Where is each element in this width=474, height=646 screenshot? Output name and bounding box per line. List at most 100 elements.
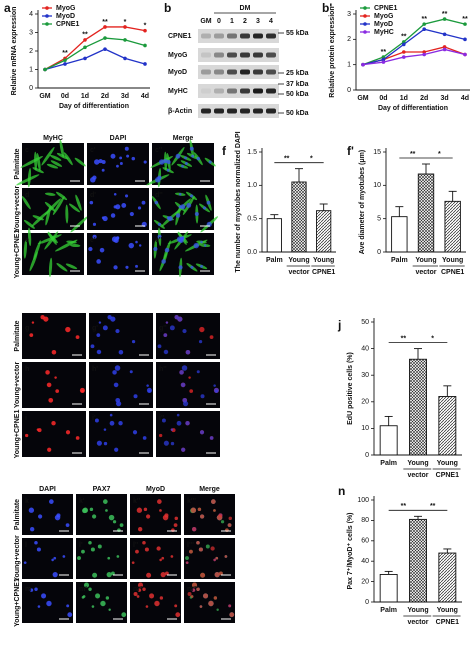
signal bbox=[23, 239, 28, 259]
micrograph bbox=[76, 538, 127, 579]
micrograph bbox=[22, 362, 86, 408]
series-line bbox=[44, 26, 146, 71]
signal bbox=[229, 612, 235, 618]
y-tick-label: 10 bbox=[373, 182, 381, 189]
signal bbox=[27, 227, 32, 247]
blot-strip bbox=[198, 104, 279, 118]
signal bbox=[31, 210, 49, 227]
signal bbox=[198, 339, 203, 344]
signal bbox=[189, 549, 193, 554]
signal bbox=[165, 321, 169, 324]
data-point bbox=[143, 28, 147, 33]
signal bbox=[213, 384, 216, 387]
signal bbox=[227, 523, 232, 527]
panel-label: d'' bbox=[155, 192, 163, 199]
x-tick-label: 4d bbox=[461, 95, 469, 102]
signal bbox=[37, 234, 62, 245]
signal bbox=[107, 315, 112, 320]
data-point bbox=[123, 25, 127, 29]
signal bbox=[110, 153, 116, 159]
panel-label: c bbox=[25, 147, 29, 154]
signal bbox=[51, 558, 54, 562]
data-point bbox=[422, 22, 427, 26]
x-tick-label: Palm bbox=[380, 460, 397, 467]
blot-strip bbox=[198, 48, 279, 62]
signal bbox=[180, 204, 186, 210]
y-axis-label: Pax 7⁺/MyoD⁺ cells (%) bbox=[347, 512, 354, 589]
signal bbox=[159, 159, 165, 165]
blot-band bbox=[240, 69, 250, 75]
blot-band bbox=[240, 88, 250, 94]
bar bbox=[316, 210, 332, 253]
signal bbox=[126, 154, 130, 158]
signal bbox=[121, 203, 127, 208]
signal bbox=[214, 572, 220, 578]
data-point bbox=[402, 50, 406, 54]
signal bbox=[88, 541, 92, 545]
panel-letter: b' bbox=[322, 1, 332, 15]
signal bbox=[200, 264, 203, 268]
signal bbox=[36, 547, 41, 552]
data-point bbox=[361, 62, 365, 67]
signal bbox=[185, 420, 190, 426]
data-point bbox=[442, 47, 447, 52]
signal bbox=[211, 499, 216, 504]
signal bbox=[94, 159, 100, 165]
legend-label: MyHC bbox=[374, 29, 394, 36]
signal bbox=[111, 571, 115, 576]
signal bbox=[213, 596, 218, 600]
significance-label: ** bbox=[401, 503, 407, 510]
series-line bbox=[362, 28, 466, 66]
significance-label: ** bbox=[381, 49, 387, 56]
signal bbox=[28, 507, 35, 513]
signal bbox=[90, 344, 95, 349]
significance-label: ** bbox=[102, 19, 108, 26]
blot-band bbox=[240, 33, 250, 39]
signal bbox=[196, 587, 200, 591]
signal bbox=[21, 195, 31, 210]
signal bbox=[166, 168, 170, 172]
signal bbox=[96, 259, 101, 264]
y-tick-label: 5 bbox=[377, 216, 381, 223]
significance-label: ** bbox=[421, 16, 427, 23]
significance-label: * bbox=[438, 151, 441, 158]
signal bbox=[184, 162, 188, 166]
significance-label: * bbox=[310, 156, 313, 163]
signal bbox=[180, 382, 186, 388]
signal bbox=[218, 513, 223, 518]
panel-label: h'' bbox=[159, 366, 167, 373]
panel-label: l bbox=[25, 542, 27, 549]
signal bbox=[199, 605, 203, 608]
signal bbox=[174, 516, 179, 521]
y-tick-label: 80 bbox=[361, 517, 369, 524]
signal bbox=[136, 507, 143, 513]
x-tick-label: 1d bbox=[81, 93, 89, 100]
signal bbox=[68, 203, 81, 213]
signal bbox=[107, 556, 111, 560]
blot-band bbox=[227, 33, 237, 39]
signal bbox=[55, 191, 68, 201]
x-tick-label: Young bbox=[407, 607, 428, 614]
bar bbox=[379, 425, 398, 456]
micrograph bbox=[89, 411, 153, 457]
signal bbox=[198, 547, 203, 552]
data-point bbox=[123, 38, 127, 42]
signal bbox=[66, 240, 77, 244]
signal bbox=[144, 547, 149, 552]
signal bbox=[65, 204, 69, 224]
signal bbox=[181, 447, 186, 452]
group-label: CPNE1 bbox=[441, 269, 464, 276]
panel-label: i' bbox=[92, 415, 96, 422]
signal bbox=[90, 177, 96, 183]
signal bbox=[29, 527, 35, 532]
signal bbox=[47, 447, 52, 452]
group-label: CPNE1 bbox=[436, 472, 459, 479]
data-point bbox=[442, 32, 447, 37]
legend-label: CPNE1 bbox=[56, 21, 79, 28]
signal bbox=[119, 523, 124, 527]
column-header: Merge bbox=[173, 135, 194, 142]
row-label: Young+vector bbox=[14, 535, 21, 582]
signal bbox=[96, 440, 102, 446]
marker-label: 55 kDa bbox=[286, 30, 309, 37]
signal bbox=[185, 556, 189, 560]
